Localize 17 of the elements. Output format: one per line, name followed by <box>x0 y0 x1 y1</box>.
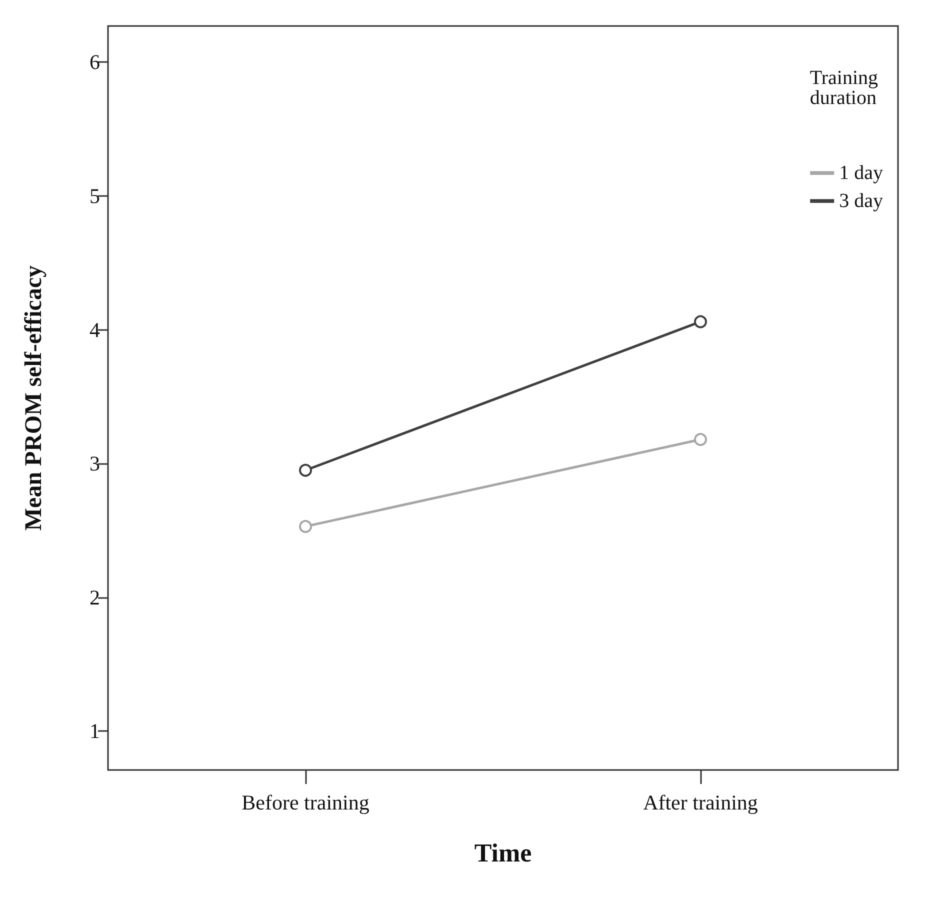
y-tick-label: 5 <box>90 184 100 208</box>
y-tick-label: 3 <box>90 452 100 476</box>
legend-label: 3 day <box>839 190 884 212</box>
point <box>299 464 312 477</box>
y-axis-title: Mean PROM self-efficacy <box>21 265 47 531</box>
legend-title: Training duration <box>810 67 878 109</box>
y-tick-label: 4 <box>90 318 100 342</box>
x-tick-label: After training <box>643 790 758 814</box>
point <box>299 520 312 533</box>
x-axis-title: Time <box>474 838 532 868</box>
y-tick-label: 2 <box>90 585 100 610</box>
point <box>694 315 707 328</box>
y-tick-label: 1 <box>90 719 100 744</box>
y-tick-label: 6 <box>90 50 100 74</box>
x-tick-label: Before training <box>242 790 370 814</box>
legend-label: 1 day <box>839 162 884 184</box>
point <box>694 432 707 446</box>
